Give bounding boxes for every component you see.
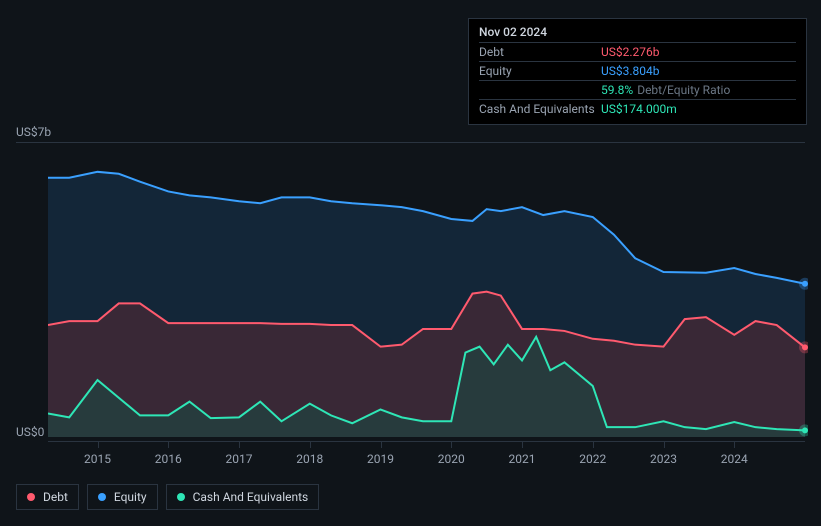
x-label: 2017 [226,452,253,466]
x-tick [664,442,665,448]
x-axis: 2015 2016 2017 2018 2019 2020 2021 2022 2023 2024 [48,441,805,469]
x-label: 2015 [84,452,111,466]
x-tick [522,442,523,448]
legend-item-debt[interactable]: Debt [16,484,79,510]
legend-dot-icon [177,493,185,501]
x-label: 2019 [367,452,394,466]
y-axis-top-label: US$7b [16,125,51,139]
x-tick [451,442,452,448]
x-tick [734,442,735,448]
x-label: 2018 [296,452,323,466]
tooltip-row-label: Debt [479,45,601,59]
legend-label: Equity [114,490,147,504]
tooltip-row-value: US$174.000m [601,102,677,116]
legend-label: Cash And Equivalents [193,490,309,504]
tooltip-row-label: Cash And Equivalents [479,102,601,116]
tooltip-row-sublabel: Debt/Equity Ratio [637,83,730,97]
tooltip-row-value: 59.8% [601,83,633,97]
legend-dot-icon [98,493,106,501]
x-tick [239,442,240,448]
x-tick [381,442,382,448]
x-tick [168,442,169,448]
x-label: 2021 [509,452,536,466]
y-axis-bottom-label: US$0 [16,425,44,439]
legend: Debt Equity Cash And Equivalents [16,484,319,510]
x-label: 2023 [650,452,677,466]
tooltip-row-label: Equity [479,64,601,78]
tooltip-row: DebtUS$2.276b [479,42,796,61]
legend-label: Debt [43,490,68,504]
tooltip-date: Nov 02 2024 [479,25,796,39]
x-tick [593,442,594,448]
x-label: 2020 [438,452,465,466]
x-label: 2016 [155,452,182,466]
tooltip-row-value: US$2.276b [601,45,660,59]
x-tick [310,442,311,448]
legend-dot-icon [27,493,35,501]
tooltip-row: Cash And EquivalentsUS$174.000m [479,99,796,118]
legend-item-equity[interactable]: Equity [87,484,158,510]
tooltip-row: EquityUS$3.804b [479,61,796,80]
tooltip-panel: Nov 02 2024DebtUS$2.276bEquityUS$3.804b5… [468,18,807,125]
chart-plot-area [48,162,805,437]
chart-top-border [16,142,805,143]
x-tick [98,442,99,448]
x-label: 2022 [579,452,606,466]
tooltip-row: 59.8% Debt/Equity Ratio [479,80,796,99]
legend-item-cash-and-equivalents[interactable]: Cash And Equivalents [166,484,320,510]
tooltip-row-label [479,83,601,97]
tooltip-row-value: US$3.804b [601,64,660,78]
x-label: 2024 [721,452,748,466]
